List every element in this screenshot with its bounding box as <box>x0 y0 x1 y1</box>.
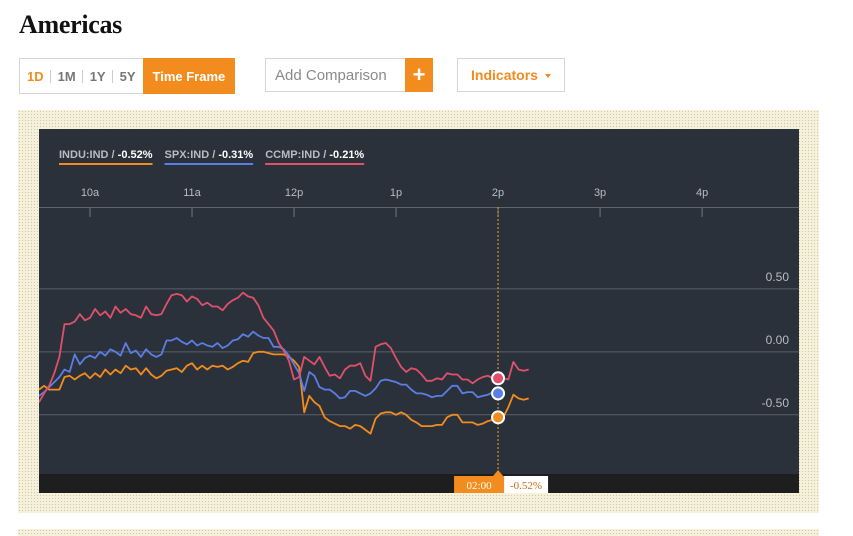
y-tick-label: -0.50 <box>762 396 790 410</box>
marker-ccmp <box>491 371 506 386</box>
value-gridlines: 0.50 0.00 -0.50 <box>39 270 799 416</box>
price-chart[interactable]: INDU:IND / -0.52% SPX:IND / -0.31% CCMP:IN… <box>39 129 799 493</box>
time-frame-button[interactable]: Time Frame <box>142 58 236 94</box>
crosshair-value-box <box>504 476 549 493</box>
add-comparison-input[interactable] <box>265 58 405 92</box>
crosshair-pointer <box>493 470 504 476</box>
marker-spx <box>491 386 506 401</box>
y-tick-label: 0.50 <box>766 270 790 284</box>
x-tick-label: 3p <box>594 187 606 199</box>
crosshair: 02:00 -0.52% <box>39 207 799 493</box>
series-line-spx <box>39 330 499 400</box>
range-1m-button[interactable]: 1M <box>51 59 83 93</box>
page-title: Americas <box>19 10 122 39</box>
indicators-label: Indicators <box>471 67 538 83</box>
legend-item: SPX:IND / -0.31% <box>164 149 254 165</box>
legend-item: CCMP:IND / -0.21% <box>265 149 364 165</box>
add-comparison-control: + <box>265 58 433 92</box>
x-tick-label: 2p <box>492 187 504 199</box>
range-1d-button[interactable]: 1D <box>20 59 51 93</box>
series-line-ccmp <box>39 291 529 403</box>
series-lines <box>39 291 529 435</box>
time-axis: 10a 11a 12p 1p 2p 3p 4p <box>39 187 799 217</box>
x-tick-label: 10a <box>81 187 100 199</box>
legend-item: INDU:IND / -0.52% <box>59 149 153 165</box>
y-tick-label: 0.00 <box>766 333 790 347</box>
next-section-band <box>18 529 819 536</box>
x-tick-label: 4p <box>696 187 708 199</box>
range-1y-button[interactable]: 1Y <box>83 59 113 93</box>
legend-label: INDU:IND / -0.52% <box>59 149 153 161</box>
indicators-dropdown[interactable]: Indicators <box>457 58 565 92</box>
crosshair-time-box <box>454 476 505 493</box>
legend-label: SPX:IND / -0.31% <box>165 149 254 161</box>
crosshair-markers <box>491 371 506 425</box>
time-range-selector: 1D 1M 1Y 5Y Time Frame <box>19 58 236 94</box>
time-readout-bar <box>39 474 799 493</box>
chevron-down-icon <box>544 74 551 78</box>
marker-indu <box>491 410 506 425</box>
series-line-indu <box>39 350 529 435</box>
chart-legend: INDU:IND / -0.52% SPX:IND / -0.31% CCMP:IN… <box>59 149 364 165</box>
add-comparison-button[interactable]: + <box>405 58 433 92</box>
x-tick-label: 1p <box>390 187 402 199</box>
x-tick-label: 11a <box>183 187 201 199</box>
legend-label: CCMP:IND / -0.21% <box>265 149 364 161</box>
crosshair-value: -0.52% <box>510 480 542 492</box>
x-tick-label: 12p <box>285 187 303 199</box>
chart-background <box>39 129 799 493</box>
range-5y-button[interactable]: 5Y <box>119 68 136 84</box>
crosshair-time: 02:00 <box>467 480 493 492</box>
